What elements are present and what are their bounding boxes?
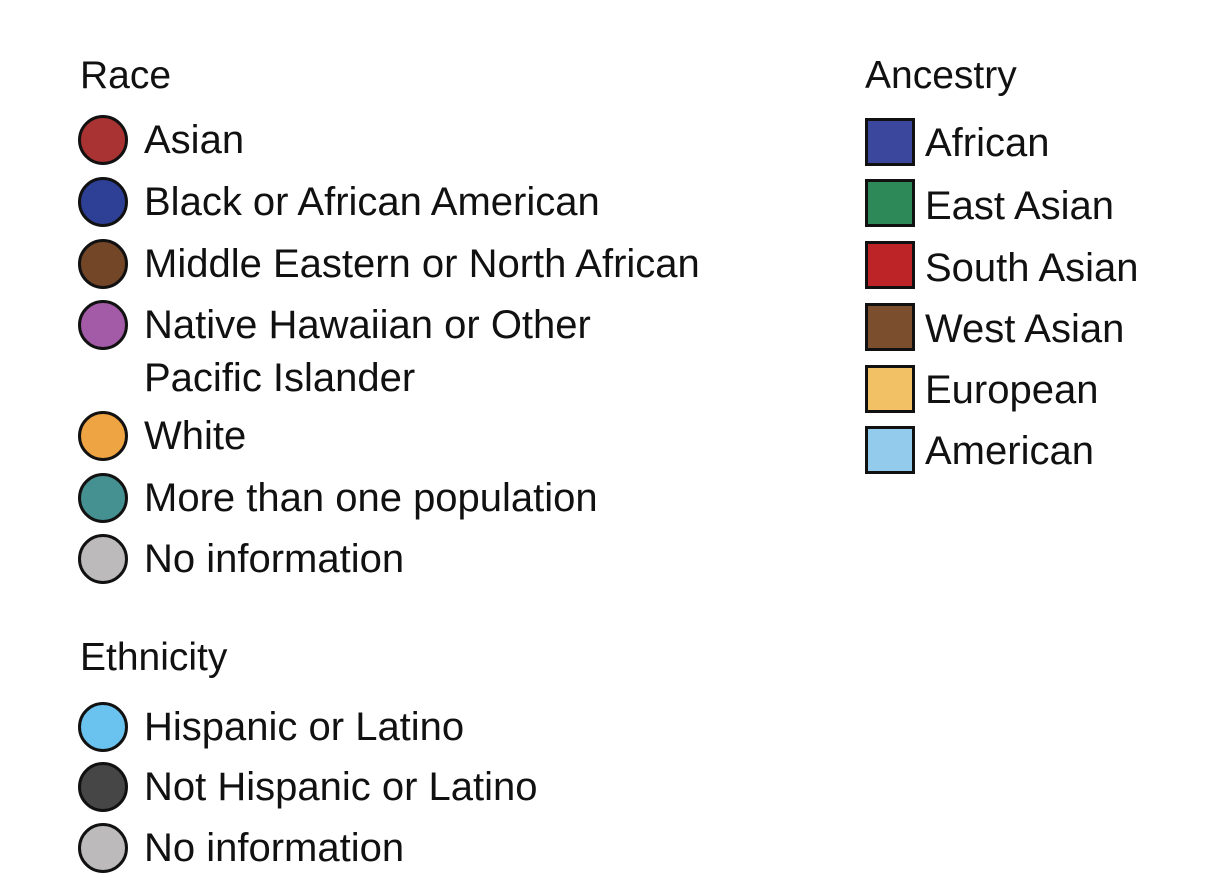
black-or-african-american-swatch (78, 177, 128, 227)
race-legend: Race Asian Black or African American Mid… (78, 0, 798, 600)
ancestry-legend: Ancestry African East Asian South Asian … (865, 0, 1205, 500)
ethnicity-legend-title: Ethnicity (80, 636, 228, 679)
european-label: European (925, 368, 1099, 412)
hispanic-or-latino-label: Hispanic or Latino (144, 705, 465, 749)
black-or-african-american-label: Black or African American (144, 180, 600, 224)
not-hispanic-or-latino-label: Not Hispanic or Latino (144, 765, 538, 809)
more-than-one-population-swatch (78, 473, 128, 523)
east-asian-label: East Asian (925, 184, 1115, 228)
more-than-one-population-label: More than one population (144, 476, 598, 520)
ancestry-legend-title: Ancestry (865, 54, 1017, 97)
ethnicity-no-information-label: No information (144, 826, 405, 870)
ethnicity-legend: Ethnicity Hispanic or Latino Not Hispani… (78, 0, 798, 894)
not-hispanic-or-latino-swatch (78, 762, 128, 812)
east-asian-swatch (865, 179, 915, 227)
american-swatch (865, 426, 915, 474)
native-hawaiian-swatch (78, 300, 128, 350)
west-asian-swatch (865, 303, 915, 351)
african-label: African (925, 121, 1050, 165)
west-asian-label: West Asian (925, 307, 1125, 351)
south-asian-label: South Asian (925, 246, 1139, 290)
race-legend-title: Race (80, 54, 172, 97)
hispanic-or-latino-swatch (78, 702, 128, 752)
european-swatch (865, 365, 915, 413)
african-swatch (865, 118, 915, 166)
middle-eastern-or-north-african-label: Middle Eastern or North African (144, 242, 700, 286)
race-no-information-swatch (78, 534, 128, 584)
white-label: White (144, 414, 247, 458)
white-swatch (78, 411, 128, 461)
race-no-information-label: No information (144, 537, 405, 581)
asian-swatch (78, 115, 128, 165)
asian-label: Asian (144, 118, 245, 162)
ethnicity-no-information-swatch (78, 823, 128, 873)
native-hawaiian-label-line1: Native Hawaiian or Other (144, 303, 591, 347)
middle-eastern-or-north-african-swatch (78, 239, 128, 289)
south-asian-swatch (865, 241, 915, 289)
american-label: American (925, 429, 1094, 473)
native-hawaiian-label-line2: Pacific Islander (144, 356, 416, 400)
